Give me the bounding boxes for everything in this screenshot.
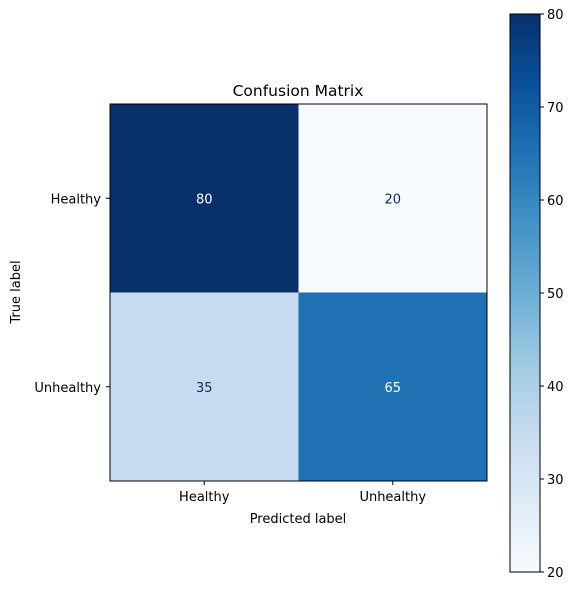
colorbar-tick-label: 50: [547, 287, 564, 302]
y-tick-label: Unhealthy: [34, 381, 101, 396]
chart-title: Confusion Matrix: [233, 82, 364, 100]
colorbar-tick-label: 30: [547, 473, 564, 488]
y-axis-label: True label: [9, 260, 24, 324]
x-axis-label: Predicted label: [250, 512, 347, 527]
colorbar-tick-label: 20: [547, 566, 564, 581]
x-tick-label: Unhealthy: [359, 490, 426, 505]
colorbar-tick-label: 80: [547, 8, 564, 23]
x-axis-ticks: Healthy Unhealthy: [179, 481, 426, 505]
colorbar-tick-label: 40: [547, 380, 564, 395]
colorbar: [510, 14, 540, 572]
cell-value-label: 80: [196, 192, 213, 207]
matrix-cells: 80 20 35 65: [110, 104, 487, 481]
colorbar-tick-label: 70: [547, 101, 564, 116]
cell-value-label: 20: [384, 192, 401, 207]
colorbar-ticks: 20 30 40 50 60 70 80: [540, 8, 564, 581]
x-tick-label: Healthy: [179, 490, 230, 505]
cell-value-label: 65: [384, 381, 401, 396]
colorbar-tick-label: 60: [547, 194, 564, 209]
y-tick-label: Healthy: [51, 192, 102, 207]
cell-value-label: 35: [196, 381, 213, 396]
y-axis-ticks: Healthy Unhealthy: [34, 192, 110, 396]
